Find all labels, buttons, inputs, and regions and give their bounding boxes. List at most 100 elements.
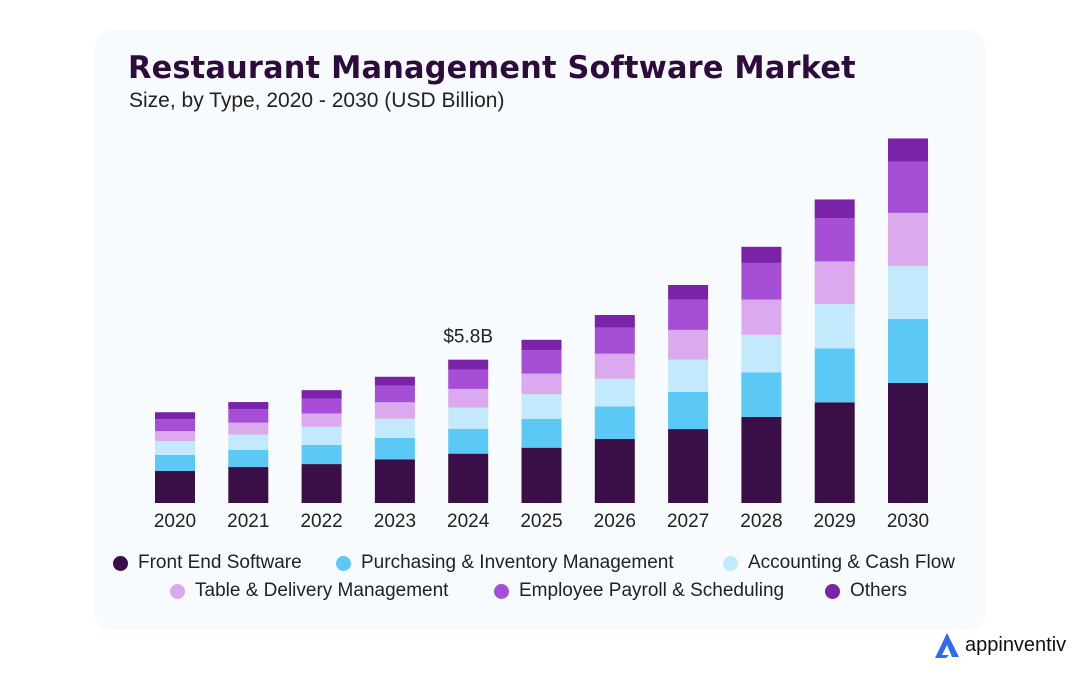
bar-segment-2030-2: [888, 265, 928, 319]
x-tick-label: 2030: [887, 511, 929, 532]
bar-segment-2025-2: [521, 394, 562, 419]
bar-segment-2028-5: [741, 246, 782, 263]
legend-swatch: [494, 583, 509, 599]
bar-segment-2020-2: [155, 441, 195, 455]
bar-segment-2020-0: [155, 471, 195, 503]
bar-segment-2028-1: [741, 372, 782, 417]
bar-segment-2024-5: [448, 359, 489, 370]
bar-segment-2025-3: [521, 373, 562, 395]
bar-segment-2029-4: [814, 218, 855, 262]
bar-segment-2021-4: [228, 409, 269, 423]
brand-logo: appinventiv: [933, 631, 1066, 659]
bar-segment-2023-2: [374, 418, 415, 439]
bar-segment-2023-0: [374, 459, 415, 503]
x-tick-label: 2029: [814, 511, 856, 532]
bar-segment-2023-4: [374, 385, 415, 403]
bar-segment-2027-5: [668, 285, 709, 300]
legend-label: Accounting & Cash Flow: [748, 552, 955, 573]
bar-segment-2021-3: [228, 422, 269, 435]
bar-segment-2020-3: [155, 431, 195, 441]
bar-segment-2022-1: [301, 444, 342, 465]
bar-segment-2027-4: [668, 299, 709, 330]
bar-segment-2027-1: [668, 391, 709, 430]
x-tick-label: 2028: [740, 511, 782, 532]
bar-segment-2026-5: [594, 315, 635, 328]
bar-segment-2028-2: [741, 334, 782, 373]
bar-segment-2030-0: [888, 382, 928, 503]
x-tick-label: 2024: [447, 511, 490, 532]
legend-item: Employee Payroll & Scheduling: [494, 580, 784, 602]
bar-segment-2024-1: [448, 428, 489, 454]
appinventiv-logo-icon: [935, 633, 959, 658]
bar-segment-2029-3: [814, 261, 855, 305]
legend-swatch: [825, 583, 840, 599]
bar-segment-2023-3: [374, 402, 415, 419]
legend-item: Front End Software: [113, 552, 302, 574]
bar-segment-2027-0: [668, 429, 709, 503]
legend-item: Accounting & Cash Flow: [723, 552, 955, 574]
bar-segment-2026-3: [594, 353, 635, 379]
bar-segment-2027-2: [668, 359, 709, 392]
bar-segment-2024-0: [448, 453, 489, 503]
bar-segment-2030-4: [888, 161, 928, 213]
legend-swatch: [336, 555, 351, 571]
bar-segment-2028-4: [741, 262, 782, 300]
bar-segment-2029-2: [814, 304, 855, 349]
bar-segment-2029-0: [814, 402, 855, 503]
bar-segment-2022-3: [301, 413, 342, 427]
legend-swatch: [723, 555, 738, 571]
legend-swatch: [170, 583, 185, 599]
bar-segment-2025-5: [521, 339, 562, 351]
bar-segment-2020-4: [155, 419, 195, 432]
x-tick-label: 2020: [154, 511, 196, 532]
x-tick-label: 2027: [667, 511, 709, 532]
bar-segment-2022-2: [301, 426, 342, 445]
bar-segment-2026-4: [594, 327, 635, 354]
bar-segment-2026-0: [594, 439, 635, 503]
bar-segment-2029-1: [814, 348, 855, 403]
bar-segment-2024-3: [448, 388, 489, 408]
legend-swatch: [113, 555, 128, 571]
x-tick-label: 2026: [594, 511, 636, 532]
x-tick-label: 2025: [520, 511, 562, 532]
chart-title: Restaurant Management Software Market: [128, 50, 856, 86]
bar-segment-2030-3: [888, 212, 928, 266]
legend-label: Employee Payroll & Scheduling: [519, 580, 785, 601]
bar-segment-2029-5: [814, 199, 855, 219]
bar-segment-2020-5: [155, 412, 195, 420]
legend-item: Purchasing & Inventory Management: [336, 552, 674, 574]
legend-item: Table & Delivery Management: [170, 580, 448, 602]
legend-label: Front End Software: [138, 552, 302, 573]
x-tick-label: 2022: [300, 511, 342, 532]
legend-label: Purchasing & Inventory Management: [361, 552, 674, 573]
bar-segment-2028-0: [741, 416, 782, 503]
legend-item: Others: [825, 580, 907, 602]
legend-label: Others: [850, 580, 908, 601]
x-tick-label: 2023: [374, 511, 416, 532]
bar-segment-2021-1: [228, 449, 269, 468]
bar-segment-2025-1: [521, 418, 562, 448]
chart-subtitle: Size, by Type, 2020 - 2030 (USD Billion): [129, 89, 505, 112]
bar-segment-2025-4: [521, 350, 562, 374]
bar-segment-2022-5: [301, 390, 342, 399]
bar-segment-2022-4: [301, 398, 342, 414]
bar-segment-2024-2: [448, 407, 489, 429]
legend-label: Table & Delivery Management: [195, 580, 449, 601]
data-label-2024: $5.8B: [443, 327, 493, 348]
bar-segment-2027-3: [668, 329, 709, 360]
bar-segment-2022-0: [301, 464, 342, 503]
x-tick-label: 2021: [227, 511, 269, 532]
bar-segment-2020-1: [155, 454, 195, 472]
bar-segment-2026-2: [594, 378, 635, 407]
bar-segment-2026-1: [594, 406, 635, 440]
bar-segment-2025-0: [521, 447, 562, 503]
bar-segment-2021-5: [228, 402, 269, 410]
brand-name: appinventiv: [965, 633, 1067, 656]
bar-segment-2030-5: [888, 138, 928, 162]
bar-segment-2023-1: [374, 438, 415, 460]
bar-segment-2028-3: [741, 299, 782, 335]
bar-segment-2021-0: [228, 467, 269, 503]
bar-segment-2021-2: [228, 434, 269, 450]
bar-segment-2023-5: [374, 376, 415, 386]
